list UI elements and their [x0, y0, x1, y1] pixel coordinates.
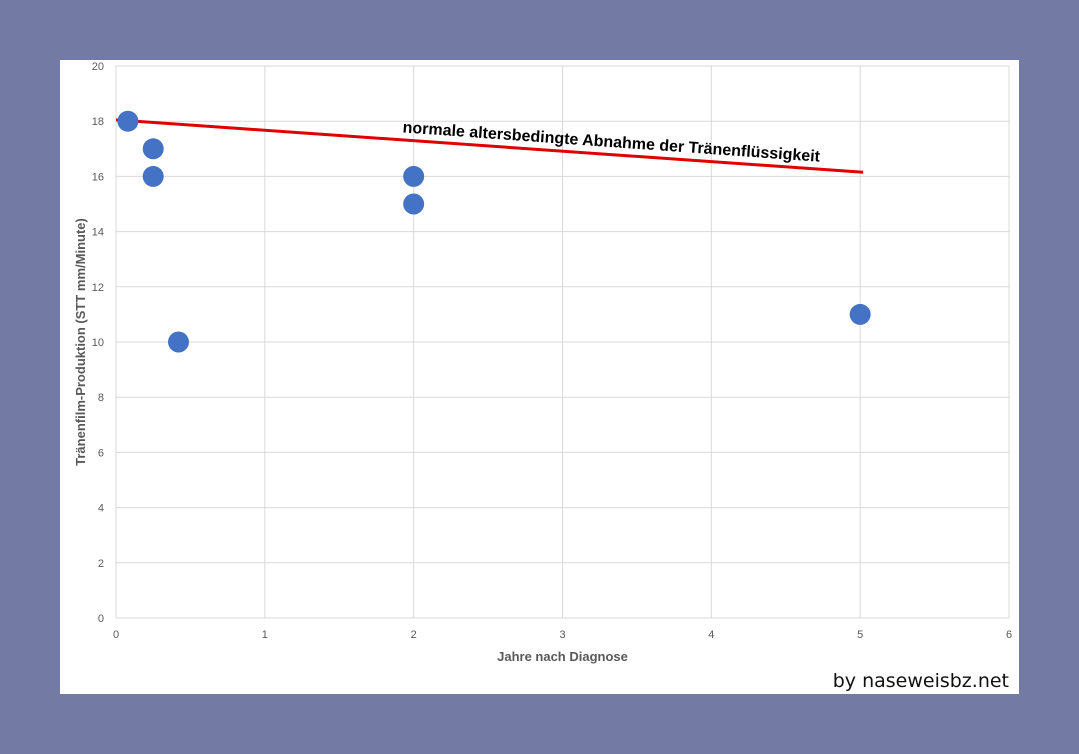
reference-line-label: normale altersbedingte Abnahme der Träne…	[402, 119, 821, 165]
y-tick-label: 14	[92, 227, 104, 239]
data-point	[142, 165, 164, 187]
data-points	[117, 110, 871, 353]
y-tick-label: 0	[98, 613, 104, 625]
x-tick-label: 3	[559, 629, 565, 641]
data-point	[403, 193, 425, 215]
data-point	[142, 138, 164, 160]
y-tick-label: 20	[92, 61, 104, 73]
y-tick-label: 10	[92, 337, 104, 349]
data-point	[849, 303, 871, 325]
x-tick-label: 2	[411, 629, 417, 641]
credit-text: by naseweisbz.net	[832, 670, 1009, 692]
reference-line	[115, 118, 864, 174]
x-tick-label: 5	[857, 629, 863, 641]
y-tick-label: 18	[92, 116, 104, 128]
y-tick-label: 2	[98, 558, 104, 570]
y-tick-label: 16	[92, 171, 104, 183]
x-axis-title: Jahre nach Diagnose	[497, 649, 628, 664]
y-tick-label: 6	[98, 447, 104, 459]
y-tick-label: 12	[92, 282, 104, 294]
reference-line-group	[115, 118, 864, 174]
y-tick-label: 4	[98, 503, 104, 515]
x-tick-label: 4	[708, 629, 714, 641]
y-axis-title: Tränenfilm-Produktion (STT mm/Minute)	[73, 218, 88, 466]
gridlines	[115, 65, 1010, 619]
y-tick-label: 8	[98, 392, 104, 404]
data-point	[403, 165, 425, 187]
data-point	[117, 110, 139, 132]
x-tick-labels: 0 1 2 3 4 5 6	[113, 629, 1012, 641]
x-tick-label: 1	[262, 629, 268, 641]
x-tick-label: 6	[1006, 629, 1012, 641]
y-tick-labels: 0 2 4 6 8 10 12 14 16 18 20	[92, 61, 104, 625]
x-tick-label: 0	[113, 629, 119, 641]
data-point	[168, 331, 190, 353]
